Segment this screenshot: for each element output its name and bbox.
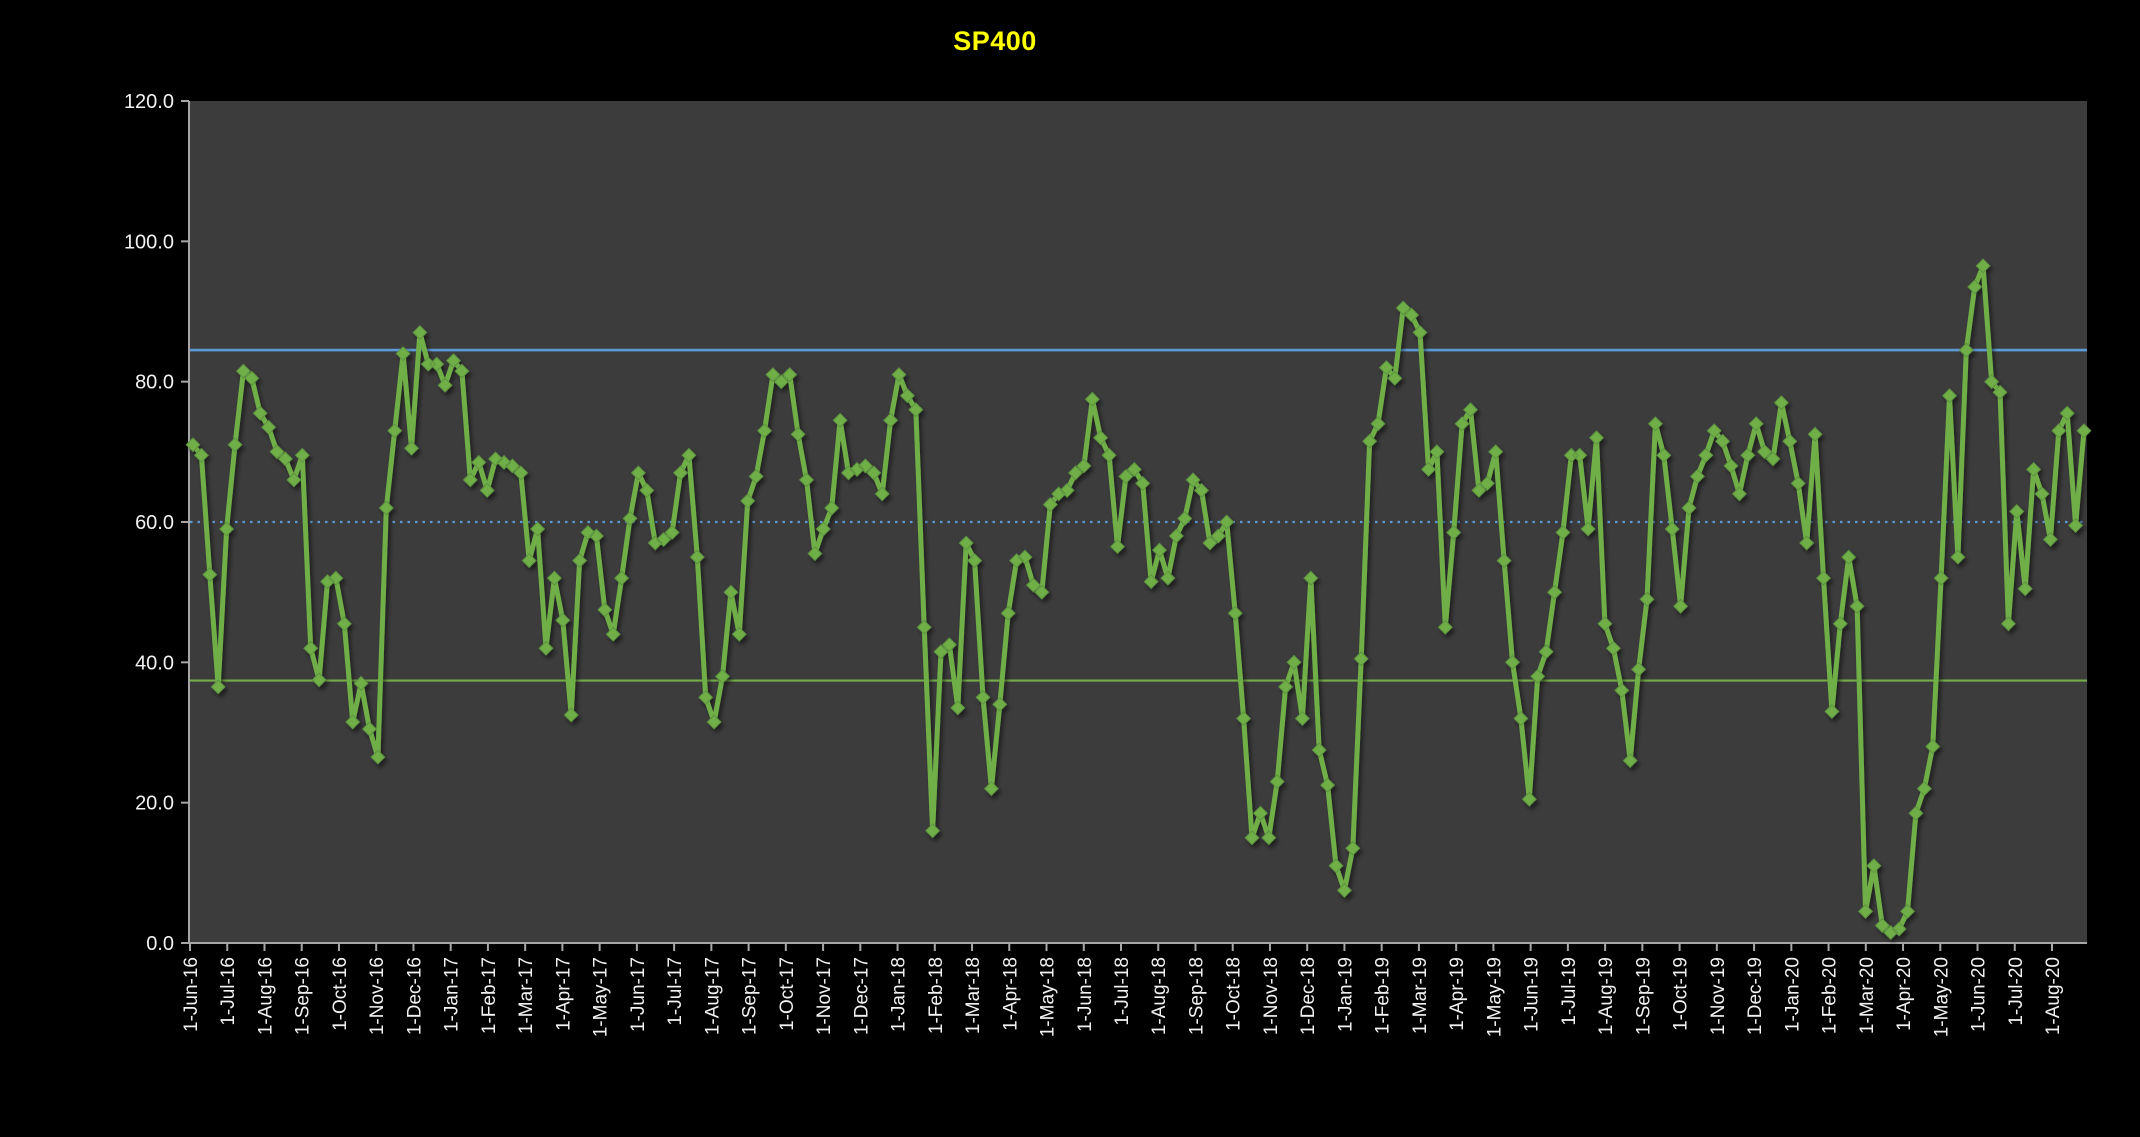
x-tick-label: 1-Jul-17 <box>665 957 686 1026</box>
y-tick-label: 20.0 <box>135 793 174 815</box>
y-tick-label: 40.0 <box>135 652 174 674</box>
axes <box>181 100 2087 951</box>
x-tick-label: 1-Apr-20 <box>1894 957 1915 1031</box>
x-tick-label: 1-Nov-16 <box>367 957 388 1035</box>
x-tick-label: 1-Aug-16 <box>255 957 276 1035</box>
y-tick-label: 0.0 <box>146 933 174 955</box>
x-tick-label: 1-Dec-18 <box>1298 957 1319 1035</box>
x-tick-label: 1-May-19 <box>1484 957 1505 1037</box>
x-tick-label: 1-Oct-18 <box>1224 957 1245 1031</box>
x-tick-label: 1-May-20 <box>1931 957 1952 1037</box>
x-tick-label: 1-May-18 <box>1038 957 1059 1037</box>
x-tick-label: 1-Jan-19 <box>1335 957 1356 1032</box>
x-tick-label: 1-Apr-17 <box>553 957 574 1031</box>
x-tick-label: 1-Sep-18 <box>1186 957 1207 1035</box>
x-tick-label: 1-Jun-19 <box>1522 957 1543 1032</box>
x-tick-label: 1-Jan-17 <box>442 957 463 1032</box>
x-tick-label: 1-Nov-17 <box>814 957 835 1035</box>
x-tick-label: 1-Nov-19 <box>1708 957 1729 1035</box>
series-markers <box>185 258 2092 941</box>
x-tick-label: 1-Feb-19 <box>1373 957 1394 1034</box>
x-tick-label: 1-Aug-20 <box>2043 957 2064 1035</box>
chart-title: SP400 <box>953 26 1037 56</box>
x-tick-label: 1-Mar-19 <box>1410 957 1431 1034</box>
x-tick-label: 1-Feb-18 <box>926 957 947 1034</box>
x-tick-label: 1-Jul-19 <box>1559 957 1580 1026</box>
x-tick-label: 1-Oct-16 <box>330 957 351 1031</box>
x-tick-label: 1-Apr-19 <box>1447 957 1468 1031</box>
x-tick-label: 1-Sep-16 <box>293 957 314 1035</box>
x-tick-label: 1-Nov-18 <box>1261 957 1282 1035</box>
reference-lines <box>190 348 2087 682</box>
x-tick-label: 1-May-17 <box>591 957 612 1037</box>
x-tick-label: 1-Jan-20 <box>1782 957 1803 1032</box>
axis-labels: 0.0 20.0 40.0 60.0 80.0 100.0 120.0 1-Jun-16 1-J… <box>124 91 2064 1037</box>
y-tick-label: 60.0 <box>135 512 174 534</box>
y-tick-label: 120.0 <box>124 91 174 113</box>
x-tick-label: 1-Jul-18 <box>1112 957 1133 1026</box>
x-tick-label: 1-Mar-17 <box>516 957 537 1034</box>
x-tick-label: 1-Aug-17 <box>702 957 723 1035</box>
x-tick-label: 1-Jun-16 <box>181 957 202 1032</box>
x-tick-label: 1-Sep-17 <box>740 957 761 1035</box>
x-tick-label: 1-Oct-17 <box>777 957 798 1031</box>
x-tick-label: 1-Mar-20 <box>1857 957 1878 1034</box>
x-tick-label: 1-Dec-16 <box>404 957 425 1035</box>
x-tick-label: 1-Dec-19 <box>1745 957 1766 1035</box>
x-tick-label: 1-Jan-18 <box>889 957 910 1032</box>
data-series <box>185 258 2092 941</box>
x-tick-label: 1-Feb-20 <box>1820 957 1841 1034</box>
x-tick-label: 1-Apr-18 <box>1000 957 1021 1031</box>
x-tick-label: 1-Feb-17 <box>479 957 500 1034</box>
x-tick-label: 1-Oct-19 <box>1671 957 1692 1031</box>
x-tick-label: 1-Jul-16 <box>218 957 239 1026</box>
x-tick-label: 1-Dec-17 <box>851 957 872 1035</box>
x-tick-label: 1-Aug-19 <box>1596 957 1617 1035</box>
x-tick-label: 1-Jun-18 <box>1075 957 1096 1032</box>
x-tick-label: 1-Jun-17 <box>628 957 649 1032</box>
x-tick-label: 1-Sep-19 <box>1633 957 1654 1035</box>
x-tick-label: 1-Jun-20 <box>1969 957 1990 1032</box>
y-tick-label: 100.0 <box>124 231 174 253</box>
y-tick-label: 80.0 <box>135 372 174 394</box>
x-tick-label: 1-Mar-18 <box>963 957 984 1034</box>
x-tick-label: 1-Aug-18 <box>1149 957 1170 1035</box>
x-tick-label: 1-Jul-20 <box>2006 957 2027 1026</box>
